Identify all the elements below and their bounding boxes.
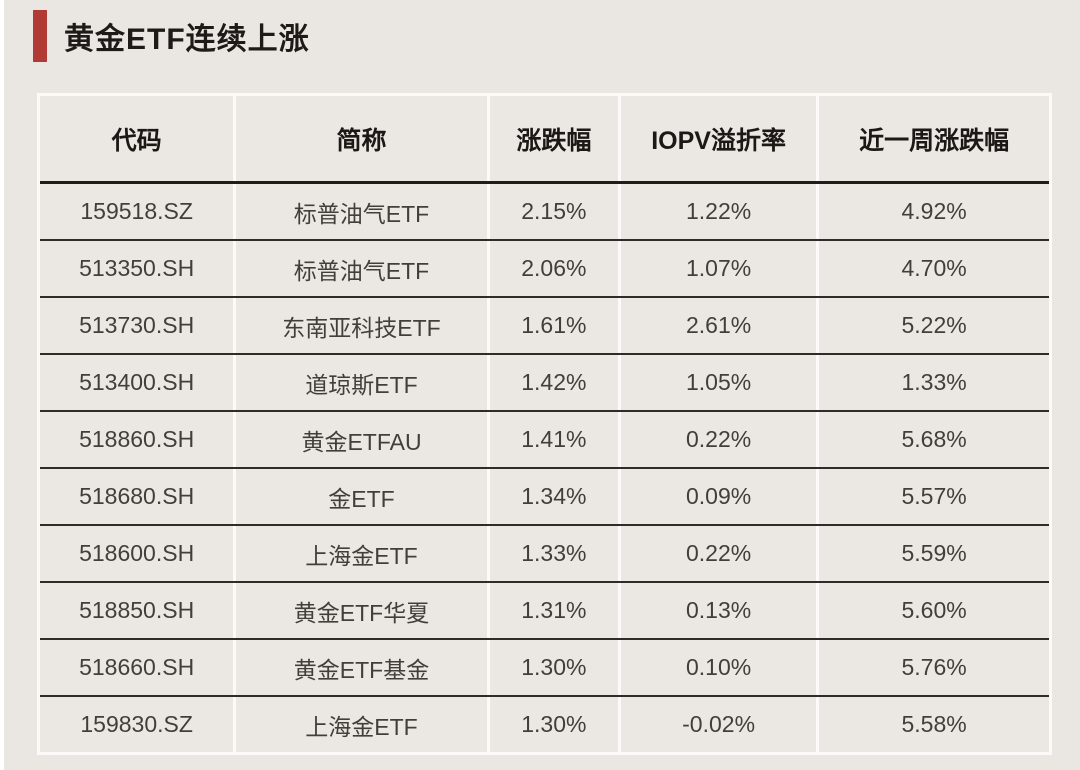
table-row: 513730.SH 东南亚科技ETF 1.61% 2.61% 5.22% <box>40 296 1049 353</box>
cell-change: 2.06% <box>489 241 618 296</box>
cell-code: 513730.SH <box>40 298 234 353</box>
cell-change: 2.15% <box>489 184 618 239</box>
table-row: 518680.SH 金ETF 1.34% 0.09% 5.57% <box>40 467 1049 524</box>
cell-iopv-premium: 0.09% <box>620 469 817 524</box>
cell-week-change: 5.68% <box>819 412 1049 467</box>
cell-code: 518600.SH <box>40 526 234 581</box>
cell-change: 1.34% <box>489 469 618 524</box>
header-week-change: 近一周涨跌幅 <box>819 96 1049 181</box>
cell-iopv-premium: 0.13% <box>620 583 817 638</box>
cell-week-change: 4.70% <box>819 241 1049 296</box>
cell-short-name: 金ETF <box>236 469 487 524</box>
cell-code: 513350.SH <box>40 241 234 296</box>
table-row: 159518.SZ 标普油气ETF 2.15% 1.22% 4.92% <box>40 184 1049 239</box>
cell-week-change: 5.57% <box>819 469 1049 524</box>
cell-code: 513400.SH <box>40 355 234 410</box>
cell-short-name: 上海金ETF <box>236 526 487 581</box>
title-row: 黄金ETF连续上涨 <box>33 10 1080 62</box>
cell-short-name: 东南亚科技ETF <box>236 298 487 353</box>
cell-short-name: 道琼斯ETF <box>236 355 487 410</box>
etf-table: 代码 简称 涨跌幅 IOPV溢折率 近一周涨跌幅 159518.SZ 标普油气E… <box>37 93 1052 755</box>
cell-code: 518680.SH <box>40 469 234 524</box>
cell-short-name: 黄金ETF基金 <box>236 640 487 695</box>
cell-week-change: 5.76% <box>819 640 1049 695</box>
cell-iopv-premium: 0.10% <box>620 640 817 695</box>
cell-short-name: 标普油气ETF <box>236 184 487 239</box>
cell-week-change: 5.59% <box>819 526 1049 581</box>
table-row: 518850.SH 黄金ETF华夏 1.31% 0.13% 5.60% <box>40 581 1049 638</box>
cell-change: 1.31% <box>489 583 618 638</box>
cell-code: 518860.SH <box>40 412 234 467</box>
cell-iopv-premium: 1.07% <box>620 241 817 296</box>
header-iopv-premium: IOPV溢折率 <box>620 96 817 181</box>
cell-code: 518660.SH <box>40 640 234 695</box>
table-row: 518600.SH 上海金ETF 1.33% 0.22% 5.59% <box>40 524 1049 581</box>
cell-iopv-premium: 0.22% <box>620 412 817 467</box>
table-body: 159518.SZ 标普油气ETF 2.15% 1.22% 4.92% 5133… <box>40 184 1049 752</box>
cell-iopv-premium: 2.61% <box>620 298 817 353</box>
cell-iopv-premium: 0.22% <box>620 526 817 581</box>
cell-change: 1.30% <box>489 640 618 695</box>
cell-short-name: 黄金ETFAU <box>236 412 487 467</box>
cell-change: 1.61% <box>489 298 618 353</box>
cell-short-name: 标普油气ETF <box>236 241 487 296</box>
cell-code: 159518.SZ <box>40 184 234 239</box>
cell-iopv-premium: -0.02% <box>620 697 817 752</box>
cell-iopv-premium: 1.05% <box>620 355 817 410</box>
header-code: 代码 <box>40 96 234 181</box>
cell-short-name: 上海金ETF <box>236 697 487 752</box>
table-row: 159830.SZ 上海金ETF 1.30% -0.02% 5.58% <box>40 695 1049 752</box>
cell-week-change: 4.92% <box>819 184 1049 239</box>
cell-iopv-premium: 1.22% <box>620 184 817 239</box>
header-change: 涨跌幅 <box>489 96 618 181</box>
header-short-name: 简称 <box>236 96 487 181</box>
cell-change: 1.42% <box>489 355 618 410</box>
table-header-row: 代码 简称 涨跌幅 IOPV溢折率 近一周涨跌幅 <box>40 96 1049 184</box>
cell-change: 1.33% <box>489 526 618 581</box>
table-row: 513350.SH 标普油气ETF 2.06% 1.07% 4.70% <box>40 239 1049 296</box>
page: 黄金ETF连续上涨 代码 简称 涨跌幅 IOPV溢折率 近一周涨跌幅 15951… <box>4 0 1080 770</box>
cell-code: 159830.SZ <box>40 697 234 752</box>
cell-change: 1.41% <box>489 412 618 467</box>
page-title: 黄金ETF连续上涨 <box>64 23 310 56</box>
cell-short-name: 黄金ETF华夏 <box>236 583 487 638</box>
title-accent-bar <box>33 10 47 62</box>
table-row: 518860.SH 黄金ETFAU 1.41% 0.22% 5.68% <box>40 410 1049 467</box>
table-row: 518660.SH 黄金ETF基金 1.30% 0.10% 5.76% <box>40 638 1049 695</box>
cell-code: 518850.SH <box>40 583 234 638</box>
cell-week-change: 5.58% <box>819 697 1049 752</box>
cell-week-change: 1.33% <box>819 355 1049 410</box>
table-row: 513400.SH 道琼斯ETF 1.42% 1.05% 1.33% <box>40 353 1049 410</box>
cell-week-change: 5.60% <box>819 583 1049 638</box>
cell-change: 1.30% <box>489 697 618 752</box>
cell-week-change: 5.22% <box>819 298 1049 353</box>
